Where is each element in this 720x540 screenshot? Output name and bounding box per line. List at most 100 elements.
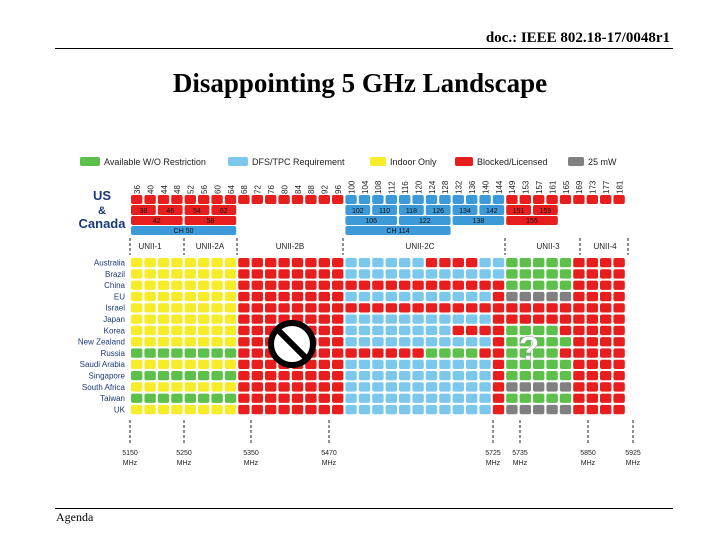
country-channel-cell [600, 404, 612, 415]
country-channel-cell [251, 393, 263, 403]
us-20mhz-channel [251, 195, 263, 204]
country-channel-cell [372, 303, 384, 313]
country-channel-cell [452, 382, 464, 392]
country-channel-cell [358, 258, 371, 268]
channel-number: 64 [227, 185, 236, 194]
country-channel-cell [506, 314, 518, 324]
country-channel-cell [385, 382, 397, 392]
country-channel-cell [506, 348, 518, 358]
country-channel-cell [452, 269, 464, 279]
country-channel-cell [452, 280, 464, 290]
channel-40-label: 142 [486, 208, 498, 215]
country-channel-cell [305, 258, 317, 268]
country-channel-cell [479, 337, 491, 347]
country-channel-cell [399, 258, 411, 268]
country-channel-cell [425, 258, 438, 268]
country-channel-cell [278, 269, 290, 279]
country-label: Israel [105, 304, 125, 313]
country-channel-cell [573, 404, 585, 415]
channel-number: 108 [374, 180, 383, 194]
country-channel-cell [198, 404, 210, 415]
country-channel-cell [492, 269, 505, 279]
country-label: UK [114, 405, 126, 414]
country-channel-cell [291, 269, 304, 279]
channel-number: 84 [294, 185, 303, 194]
legend-label: 25 mW [588, 157, 617, 167]
country-channel-cell [586, 325, 598, 336]
country-channel-cell [131, 314, 143, 324]
channel-40-label: 110 [379, 208, 390, 215]
country-channel-cell [385, 404, 397, 415]
country-channel-cell [211, 359, 223, 369]
country-channel-cell [573, 371, 585, 381]
channel-160-label: CH 114 [386, 228, 409, 235]
country-channel-cell [600, 258, 612, 268]
country-channel-cell [586, 371, 598, 381]
country-channel-cell [157, 269, 170, 279]
country-channel-cell [412, 325, 424, 336]
country-channel-cell [613, 348, 625, 358]
country-channel-cell [157, 393, 170, 403]
country-channel-cell [399, 325, 411, 336]
country-channel-cell [600, 348, 612, 358]
country-label: Korea [104, 326, 126, 335]
country-channel-cell [358, 404, 371, 415]
country-channel-cell [251, 404, 263, 415]
country-channel-cell [492, 337, 505, 347]
country-channel-cell [171, 258, 183, 268]
country-channel-cell [412, 280, 424, 290]
country-channel-cell [157, 382, 170, 392]
country-channel-cell [506, 325, 518, 336]
frequency-value: 5150 [122, 450, 138, 457]
us-160mhz-channel [345, 226, 451, 235]
country-channel-cell [171, 269, 183, 279]
country-channel-cell [546, 348, 558, 358]
country-channel-cell [573, 325, 585, 336]
country-channel-cell [479, 359, 491, 369]
country-channel-cell [211, 280, 223, 290]
country-label: China [104, 281, 125, 290]
country-channel-cell [533, 382, 545, 392]
country-channel-cell [519, 359, 531, 369]
country-channel-cell [452, 325, 464, 336]
country-channel-cell [559, 348, 572, 358]
country-channel-cell [533, 314, 545, 324]
us-80mhz-channel [399, 216, 451, 225]
country-channel-cell [224, 280, 237, 290]
country-channel-cell [506, 303, 518, 313]
channel-40-label: 126 [432, 208, 444, 215]
country-channel-cell [586, 359, 598, 369]
us-80mhz-channel [131, 216, 183, 225]
channel-40-label: 118 [406, 208, 417, 215]
country-channel-cell [198, 382, 210, 392]
country-channel-cell [211, 371, 223, 381]
us-20mhz-channel [211, 195, 223, 204]
country-channel-cell [305, 359, 317, 369]
country-channel-cell [385, 393, 397, 403]
country-channel-cell [412, 393, 424, 403]
country-channel-cell [439, 269, 451, 279]
country-label: Singapore [89, 372, 126, 381]
country-channel-cell [372, 371, 384, 381]
channel-40-label: 54 [193, 208, 201, 215]
us-80mhz-channel [452, 216, 505, 225]
country-channel-cell [600, 325, 612, 336]
country-channel-cell [358, 337, 371, 347]
country-channel-cell [265, 280, 277, 290]
country-channel-cell [600, 393, 612, 403]
country-channel-cell [600, 314, 612, 324]
country-channel-cell [466, 348, 478, 358]
country-channel-cell [372, 269, 384, 279]
country-channel-cell [144, 382, 156, 392]
country-channel-cell [372, 314, 384, 324]
country-channel-cell [251, 382, 263, 392]
country-channel-cell [399, 269, 411, 279]
country-channel-cell [519, 325, 531, 336]
country-channel-cell [452, 393, 464, 403]
country-label: Japan [103, 315, 125, 324]
country-channel-cell [238, 382, 250, 392]
us-40mhz-channel [157, 205, 183, 215]
us-20mhz-channel [586, 195, 598, 204]
country-channel-cell [506, 359, 518, 369]
country-channel-cell [586, 337, 598, 347]
